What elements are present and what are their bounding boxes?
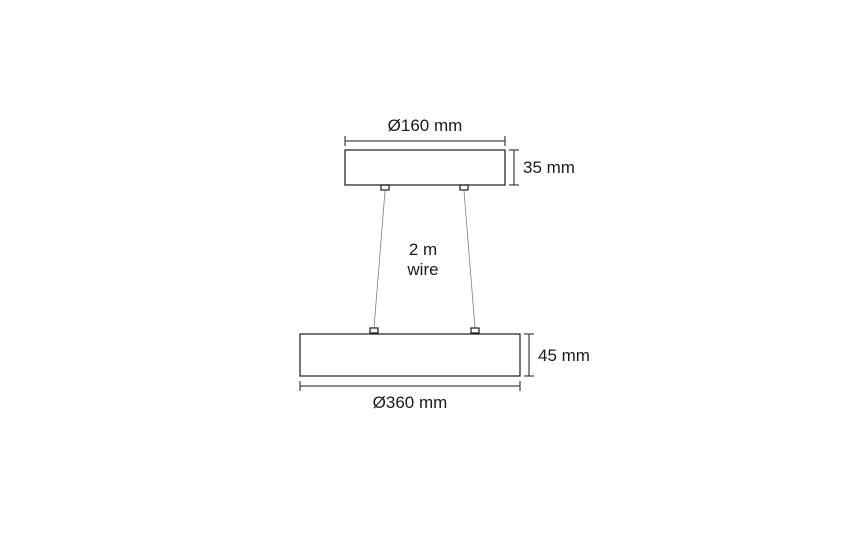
wire-right [464, 191, 475, 328]
fixture-width-label: Ø360 mm [373, 393, 448, 412]
canopy-nub-left [381, 185, 389, 190]
fixture-nub-right [471, 328, 479, 333]
fixture-height-label: 45 mm [538, 346, 590, 365]
canopy-height-dimension: 35 mm [509, 150, 575, 185]
fixture-box [300, 334, 520, 376]
canopy-nub-right [460, 185, 468, 190]
fixture-height-dimension: 45 mm [524, 334, 590, 376]
dimension-diagram: Ø160 mm 35 mm 2 m wire 45 mm Ø360 mm [0, 0, 856, 540]
wire-label-2: wire [406, 260, 438, 279]
wire-left [374, 191, 385, 328]
canopy-box [345, 150, 505, 185]
canopy-width-label: Ø160 mm [388, 116, 463, 135]
canopy-height-label: 35 mm [523, 158, 575, 177]
canopy-width-dimension: Ø160 mm [345, 116, 505, 146]
wire-label-1: 2 m [409, 240, 437, 259]
fixture-width-dimension: Ø360 mm [300, 381, 520, 412]
fixture-nub-left [370, 328, 378, 333]
